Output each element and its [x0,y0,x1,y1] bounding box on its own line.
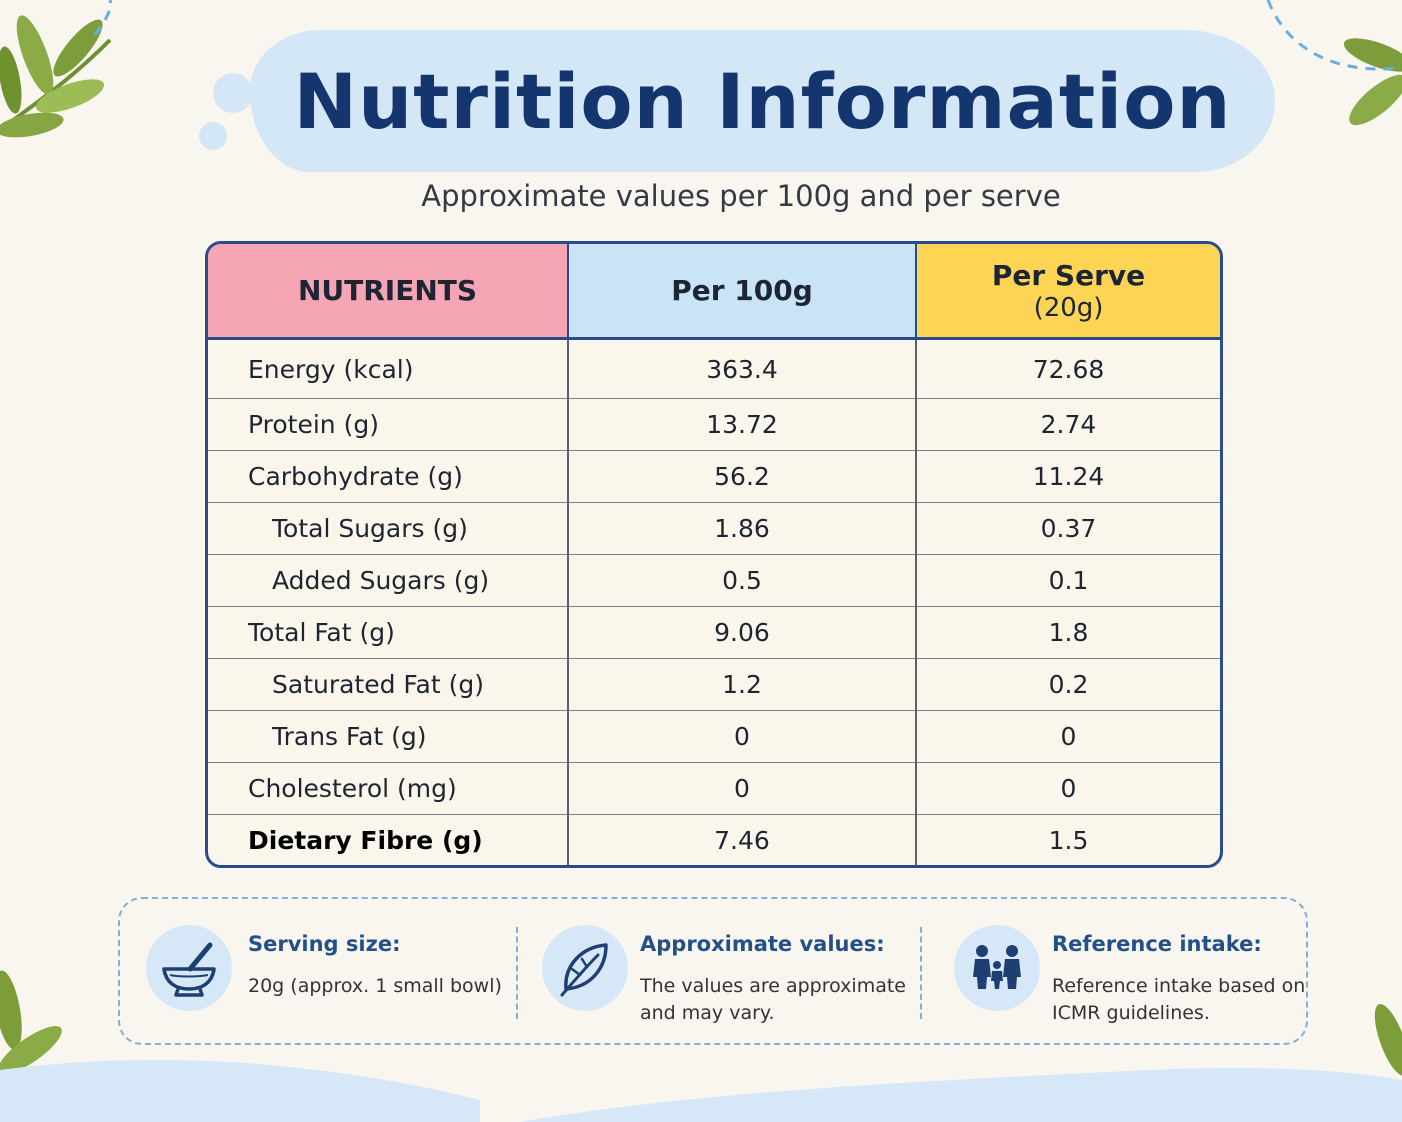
value-per-100g: 7.46 [568,814,917,865]
value-per-serve: 0 [916,762,1220,815]
value-per-serve: 0.37 [916,502,1220,555]
nutrient-name: Energy (kcal) [208,338,569,399]
value-per-serve: 1.8 [916,606,1220,659]
value-per-serve: 2.74 [916,398,1220,451]
table-row: Carbohydrate (g) 56.2 11.24 [208,450,1220,503]
value-per-serve: 0.2 [916,658,1220,711]
approximate-values-line1: The values are approximate [640,975,906,997]
value-per-100g: 13.72 [568,398,917,451]
header-per-100g: Per 100g [568,244,917,340]
info-reference-intake: Reference intake: Reference intake based… [922,899,1306,1043]
nutrition-table: NUTRIENTS Per 100g Per Serve (20g) Energ… [205,241,1223,868]
table-row: Dietary Fibre (g) 7.46 1.5 [208,814,1220,865]
serving-size-heading: Serving size: [248,932,401,956]
table-row: Trans Fat (g) 0 0 [208,710,1220,763]
value-per-serve: 1.5 [916,814,1220,865]
reference-intake-heading: Reference intake: [1052,932,1262,956]
approximate-values-line2: and may vary. [640,1002,775,1024]
nutrient-name: Dietary Fibre (g) [208,814,569,865]
value-per-100g: 9.06 [568,606,917,659]
bottom-wave [0,1040,1402,1122]
header-nutrients: NUTRIENTS [208,244,569,340]
reference-intake-line2: ICMR guidelines. [1052,1002,1210,1024]
divider [920,927,922,1019]
value-per-100g: 0 [568,710,917,763]
value-per-100g: 363.4 [568,338,917,399]
info-serving-size: Serving size: 20g (approx. 1 small bowl) [120,899,516,1043]
header-per-serve-sub: (20g) [1033,292,1104,323]
family-icon [954,925,1040,1011]
mortar-pestle-icon [146,925,232,1011]
table-row: Energy (kcal) 363.4 72.68 [208,338,1220,399]
info-panel: Serving size: 20g (approx. 1 small bowl)… [118,897,1308,1045]
value-per-100g: 1.86 [568,502,917,555]
reference-intake-text: Reference intake based on ICMR guideline… [1052,973,1305,1027]
nutrient-name: Saturated Fat (g) [208,658,569,711]
leaf-branch-top-left-icon [0,15,112,138]
value-per-serve: 0 [916,710,1220,763]
divider [516,927,518,1019]
page-title: Nutrition Information [293,57,1232,146]
header-per-serve: Per Serve (20g) [916,244,1220,340]
table-row: Total Sugars (g) 1.86 0.37 [208,502,1220,555]
header-per-serve-label: Per Serve [991,258,1146,292]
value-per-100g: 0 [568,762,917,815]
reference-intake-line1: Reference intake based on [1052,975,1306,997]
decor-bubble-small [199,122,227,150]
approximate-values-text: The values are approximate and may vary. [640,973,906,1027]
nutrient-name: Trans Fat (g) [208,710,569,763]
value-per-serve: 72.68 [1032,354,1105,384]
leaf-icon [542,925,628,1011]
nutrient-name: Carbohydrate (g) [208,450,569,503]
nutrient-name: Total Sugars (g) [208,502,569,555]
table-row: Protein (g) 13.72 2.74 [208,398,1220,451]
table-header-row: NUTRIENTS Per 100g Per Serve (20g) [208,244,1220,340]
value-per-serve: 11.24 [916,450,1220,503]
nutrient-name: Added Sugars (g) [208,554,569,607]
nutrient-name: Protein (g) [208,398,569,451]
leaf-branch-top-right-icon [1343,38,1402,126]
page-subtitle: Approximate values per 100g and per serv… [421,179,1061,213]
table-row: Saturated Fat (g) 1.2 0.2 [208,658,1220,711]
value-per-100g: 0.5 [568,554,917,607]
decor-bubble-large [213,73,253,113]
approximate-values-heading: Approximate values: [640,932,885,956]
table-row: Total Fat (g) 9.06 1.8 [208,606,1220,659]
value-per-100g: 56.2 [568,450,917,503]
info-approximate-values: Approximate values: The values are appro… [518,899,920,1043]
nutrient-name: Total Fat (g) [208,606,569,659]
serving-size-text: 20g (approx. 1 small bowl) [248,975,502,997]
value-per-serve: 0.1 [916,554,1220,607]
table-row: Added Sugars (g) 0.5 0.1 [208,554,1220,607]
table-row: Cholesterol (mg) 0 0 [208,762,1220,815]
nutrient-name: Cholesterol (mg) [208,762,569,815]
title-background [250,30,1275,172]
value-per-100g: 1.2 [568,658,917,711]
